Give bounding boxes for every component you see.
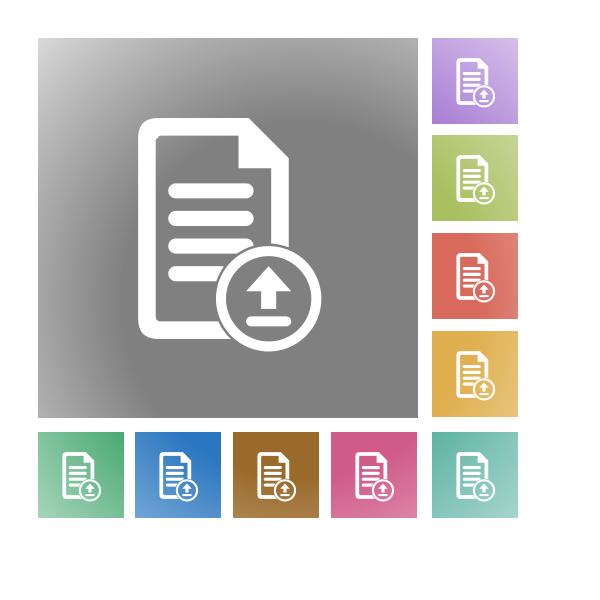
main-tile [38,38,418,418]
upload-document-icon [449,348,502,401]
swatch-tile [331,432,417,518]
swatch-tile [135,432,221,518]
upload-document-icon [348,449,401,502]
icon-grid [0,0,600,600]
upload-document-icon [449,55,502,108]
upload-document-icon [250,449,303,502]
swatch-tile [233,432,319,518]
upload-document-icon [103,103,354,354]
upload-document-icon [449,152,502,205]
upload-document-icon [152,449,205,502]
upload-document-icon [449,250,502,303]
swatch-tile [38,432,124,518]
swatch-tile [432,38,518,124]
swatch-tile [432,135,518,221]
swatch-tile [432,233,518,319]
upload-document-icon [449,449,502,502]
swatch-tile [432,331,518,417]
upload-document-icon [55,449,108,502]
swatch-tile [432,432,518,518]
